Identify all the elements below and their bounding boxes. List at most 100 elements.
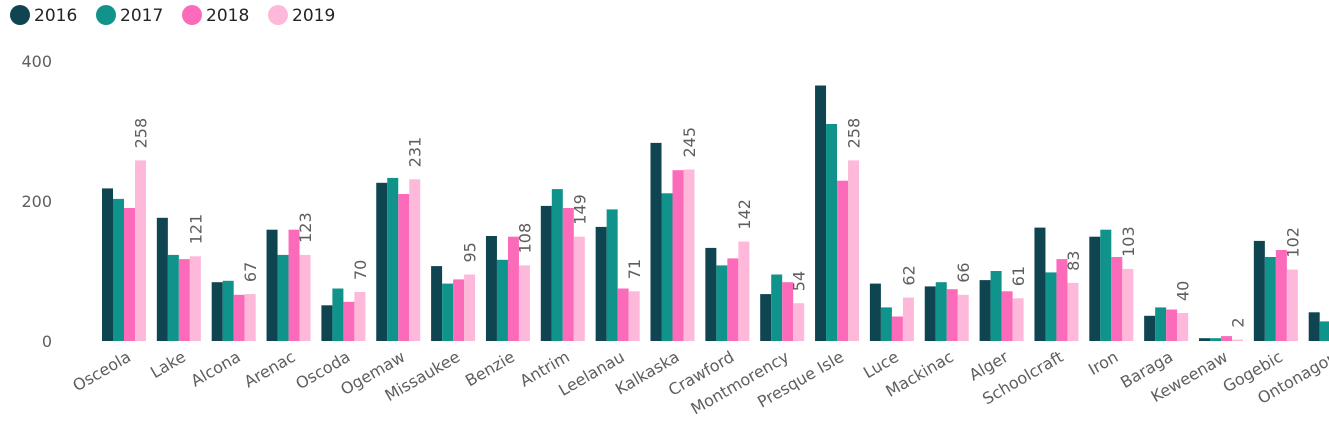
bar-2018-kalkaska [672, 170, 684, 341]
bar-2019-baraga [1177, 313, 1189, 341]
bar-2019-antrim [573, 236, 585, 341]
bar-2018-crawford [727, 258, 739, 341]
bar-2019-arenac [299, 254, 311, 341]
bar-2019-missaukee [464, 274, 476, 341]
x-tick-label-iron: Iron [1085, 347, 1121, 379]
bar-2019-presque-isle [848, 160, 860, 341]
bar-2019-luce [902, 297, 914, 341]
data-label-osceola: 258 [132, 118, 151, 149]
data-label-mackinac: 66 [954, 262, 973, 282]
x-tick-label-alcona: Alcona [188, 347, 244, 390]
bar-2017-crawford [716, 265, 728, 341]
legend-label-2016: 2016 [34, 6, 77, 26]
bar-2016-ogemaw [376, 182, 388, 341]
bar-2016-mackinac [924, 286, 936, 341]
bar-2016-benzie [485, 236, 497, 341]
bar-2017-alger [990, 271, 1002, 341]
data-label-leelanau: 71 [625, 259, 644, 279]
bar-2018-baraga [1166, 309, 1178, 341]
legend-marker-2019 [268, 5, 288, 25]
bar-2019-alger [1012, 298, 1024, 341]
data-label-kalkaska: 245 [680, 127, 699, 158]
bar-2016-alcona [211, 282, 223, 341]
bar-2018-mackinac [946, 289, 958, 341]
bar-2018-keweenaw [1221, 336, 1232, 341]
legend: 2016 2017 2018 2019 [10, 5, 335, 26]
bar-2016-presque-isle [815, 85, 827, 341]
bar-2017-arenac [277, 254, 289, 341]
bar-2019-leelanau [628, 291, 640, 341]
bar-2016-lake [156, 217, 168, 341]
bar-2017-mackinac [935, 282, 947, 341]
x-tick-label-arenac: Arenac [241, 347, 299, 391]
data-label-benzie: 108 [515, 223, 534, 254]
bar-2018-alger [1001, 291, 1013, 341]
bar-2018-ogemaw [398, 194, 410, 341]
legend-marker-2016 [10, 5, 30, 25]
bar-2019-kalkaska [683, 169, 695, 341]
x-tick-label-benzie: Benzie [462, 347, 518, 390]
data-label-baraga: 40 [1174, 281, 1193, 301]
x-axis: Osceola LakeAlconaArenacOscodaOgemawMissa… [69, 347, 1329, 419]
bar-2018-leelanau [617, 288, 629, 341]
legend-marker-2017 [96, 5, 116, 25]
bar-2018-luce [891, 316, 903, 341]
bar-2017-baraga [1155, 307, 1167, 341]
bar-2018-lake [178, 259, 190, 341]
bar-2016-antrim [540, 205, 552, 341]
bar-2018-oscoda [343, 301, 355, 341]
data-label-gogebic: 102 [1283, 227, 1302, 258]
bar-2016-alger [979, 280, 991, 341]
data-label-alger: 61 [1009, 266, 1028, 286]
bar-2017-montmorency [771, 274, 783, 341]
bar-2016-crawford [705, 247, 717, 341]
bar-2018-benzie [507, 236, 519, 341]
data-label-ogemaw: 231 [406, 137, 425, 168]
data-label-lake: 121 [186, 214, 205, 245]
data-label-oscoda: 70 [351, 260, 370, 280]
data-labels: 258 121 67 123 70 231 95 108 149 71 245 142 54 258 62 6… [132, 118, 1303, 328]
bar-2018-presque-isle [837, 180, 849, 341]
bar-2019-keweenaw [1232, 339, 1243, 341]
bar-2017-ogemaw [387, 177, 399, 341]
data-label-keweenaw: 2 [1229, 317, 1248, 327]
data-label-arenac: 123 [296, 212, 315, 243]
bar-2019-mackinac [957, 294, 969, 341]
bar-2019-osceola [135, 160, 146, 341]
legend-label-2017: 2017 [120, 6, 163, 26]
bar-2018-montmorency [782, 282, 794, 341]
bar-2018-antrim [562, 208, 574, 341]
bar-2016-montmorency [760, 294, 772, 341]
data-label-crawford: 142 [735, 199, 754, 230]
bar-2017-kalkaska [661, 193, 673, 341]
y-tick-label: 200 [21, 192, 52, 211]
data-label-antrim: 149 [570, 194, 589, 225]
bar-2019-iron [1122, 268, 1134, 341]
bar-2016-missaukee [431, 266, 443, 341]
bar-2016-ontonagon [1308, 312, 1320, 341]
bar-2016-osceola [102, 188, 113, 341]
bar-2018-missaukee [453, 279, 465, 341]
data-label-montmorency: 54 [790, 271, 809, 291]
bar-2017-alcona [222, 280, 234, 341]
legend-label-2019: 2019 [292, 6, 335, 26]
x-tick-label-osceola: Osceola [69, 347, 134, 395]
bar-2016-arenac [266, 229, 278, 341]
bar-2016-baraga [1144, 315, 1156, 341]
bar-2017-ontonagon [1319, 321, 1329, 341]
bar-2017-oscoda [332, 288, 344, 341]
bar-2017-leelanau [606, 209, 618, 341]
x-tick-label-lake: Lake [147, 347, 189, 382]
bar-2017-keweenaw [1210, 338, 1221, 341]
bar-2019-schoolcraft [1067, 282, 1079, 341]
bar-2016-oscoda [321, 305, 333, 341]
legend-marker-2018 [182, 5, 202, 25]
legend-label-2018: 2018 [206, 6, 249, 26]
bar-2017-iron [1100, 229, 1112, 341]
bar-2019-gogebic [1286, 269, 1298, 341]
bar-2019-montmorency [793, 303, 805, 341]
data-label-missaukee: 95 [461, 242, 480, 262]
y-tick-label: 400 [21, 52, 52, 71]
data-label-iron: 103 [1119, 226, 1138, 257]
bar-2017-missaukee [442, 283, 454, 341]
